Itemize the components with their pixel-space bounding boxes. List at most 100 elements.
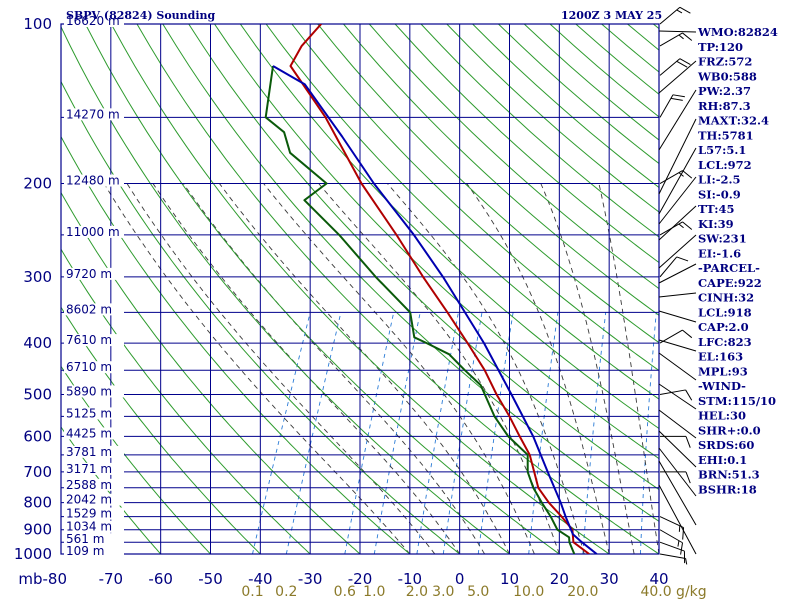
height-label-bg (64, 520, 124, 533)
pressure-tick-label: 500 (23, 385, 52, 403)
index-label: LFC:823 (698, 335, 752, 349)
moist-adiabat (387, 183, 585, 554)
mixing-ratio-line (344, 312, 395, 554)
height-label: 3171 m (66, 462, 112, 476)
mixing-ratio-label: 0.6 (334, 584, 356, 600)
mixing-ratio-label: 1.0 (363, 584, 385, 600)
mixing-ratio-label: 40.0 g/kg (640, 584, 706, 600)
plot-frame (60, 23, 660, 555)
temperature-tick-label: 10 (500, 570, 519, 588)
height-label: 5125 m (66, 406, 112, 420)
dry-adiabat (317, 24, 659, 344)
wind-barb-flag (670, 97, 683, 101)
index-label: RH:87.3 (698, 99, 751, 113)
temperature-tick-label: -60 (148, 570, 173, 588)
height-label-bg (64, 462, 124, 475)
wind-barb-staff (659, 553, 686, 560)
mixing-ratio-label: 2.0 (406, 584, 428, 600)
temperature-tick-label: -70 (99, 570, 124, 588)
temperature-tick-label: 0 (455, 570, 465, 588)
height-label-bg (64, 533, 124, 546)
mixing-ratio-lines (252, 312, 657, 554)
wind-barb-flag (685, 436, 691, 448)
index-label: HEL:30 (698, 409, 746, 423)
index-leader (658, 460, 697, 526)
height-label-bg (64, 445, 124, 458)
height-label: 1529 m (66, 507, 112, 521)
temperature-tick-label: -40 (248, 570, 273, 588)
moist-adiabat (152, 183, 461, 554)
wind-barb-flag (685, 558, 688, 565)
index-label: CINH:32 (698, 291, 754, 305)
height-label: 14270 m (66, 107, 120, 121)
wind-barb-flag (676, 9, 683, 14)
wind-barb-flag (678, 172, 684, 177)
index-label: SRDS:60 (698, 438, 754, 452)
height-label: 2588 m (66, 478, 112, 492)
height-label-bg (64, 478, 124, 491)
pressure-tick-label: 700 (23, 463, 52, 481)
temperature-tick-label: -20 (348, 570, 373, 588)
wind-barb-staff (659, 32, 683, 47)
mixing-ratio-line (285, 312, 342, 554)
wind-barb-staff (659, 541, 685, 552)
index-leader (658, 484, 697, 555)
index-label: TH:5781 (698, 128, 754, 142)
temperature-tick-label: -50 (198, 570, 223, 588)
temperature-tick-label: 30 (600, 570, 619, 588)
index-label: CAPE:922 (698, 276, 762, 290)
height-label: 11000 m (66, 225, 120, 239)
index-label: WB0:588 (697, 69, 757, 83)
index-leader (658, 176, 697, 225)
height-label-bg (64, 507, 124, 520)
wind-barb-flag (676, 60, 688, 68)
dry-adiabat (61, 25, 511, 554)
wind-barbs (659, 6, 693, 565)
wind-barb-flag (679, 58, 691, 65)
dry-adiabat (61, 80, 461, 554)
height-label: 8602 m (66, 302, 112, 316)
wind-barb-flag (682, 527, 685, 540)
index-leader (658, 339, 697, 352)
height-label: 9720 m (66, 267, 112, 281)
height-label: 16620 m (66, 14, 120, 28)
mixing-ratio-line (442, 312, 483, 554)
index-label: TP:120 (698, 40, 743, 54)
dry-adiabat (394, 24, 659, 264)
mixing-ratio-label: 0.1 (241, 584, 263, 600)
dry-adiabat (188, 24, 659, 491)
dry-adiabat (61, 365, 212, 554)
temperature-tick-label: 40 (649, 570, 668, 588)
wind-barb-flag (672, 94, 685, 98)
wind-barb-flag (682, 32, 693, 41)
index-label: -PARCEL- (698, 261, 760, 275)
index-leader (658, 430, 697, 468)
pressure-tick-label: 900 (23, 521, 52, 539)
dry-adiabat (61, 191, 361, 554)
mixing-ratio-line (582, 312, 607, 554)
pressure-tick-label: 200 (23, 175, 52, 193)
index-label: SW:231 (698, 232, 747, 246)
wind-barb-staff (659, 170, 683, 184)
index-leader (658, 409, 697, 439)
height-label: 2042 m (66, 493, 112, 507)
mixing-ratio-line (477, 312, 514, 554)
height-label: 1034 m (66, 520, 112, 534)
index-label: SI:-0.9 (698, 187, 741, 201)
index-label: MPL:93 (698, 364, 748, 378)
dry-adiabat (110, 24, 611, 554)
dry-adiabat (368, 24, 659, 290)
wind-barb-flag (678, 34, 684, 40)
wind-barb-flag (682, 170, 693, 179)
wind-barb-flag (685, 471, 691, 484)
index-label: WMO:82824 (697, 25, 778, 39)
height-label-bg (64, 303, 124, 316)
wind-barb-staff (659, 389, 686, 395)
index-label: EHI:0.1 (698, 453, 747, 467)
index-leader (658, 234, 697, 269)
dry-adiabat (61, 306, 262, 554)
index-label: EI:-1.6 (698, 246, 741, 260)
index-label: TT:45 (698, 202, 735, 216)
index-label: L57:5.1 (698, 143, 746, 157)
